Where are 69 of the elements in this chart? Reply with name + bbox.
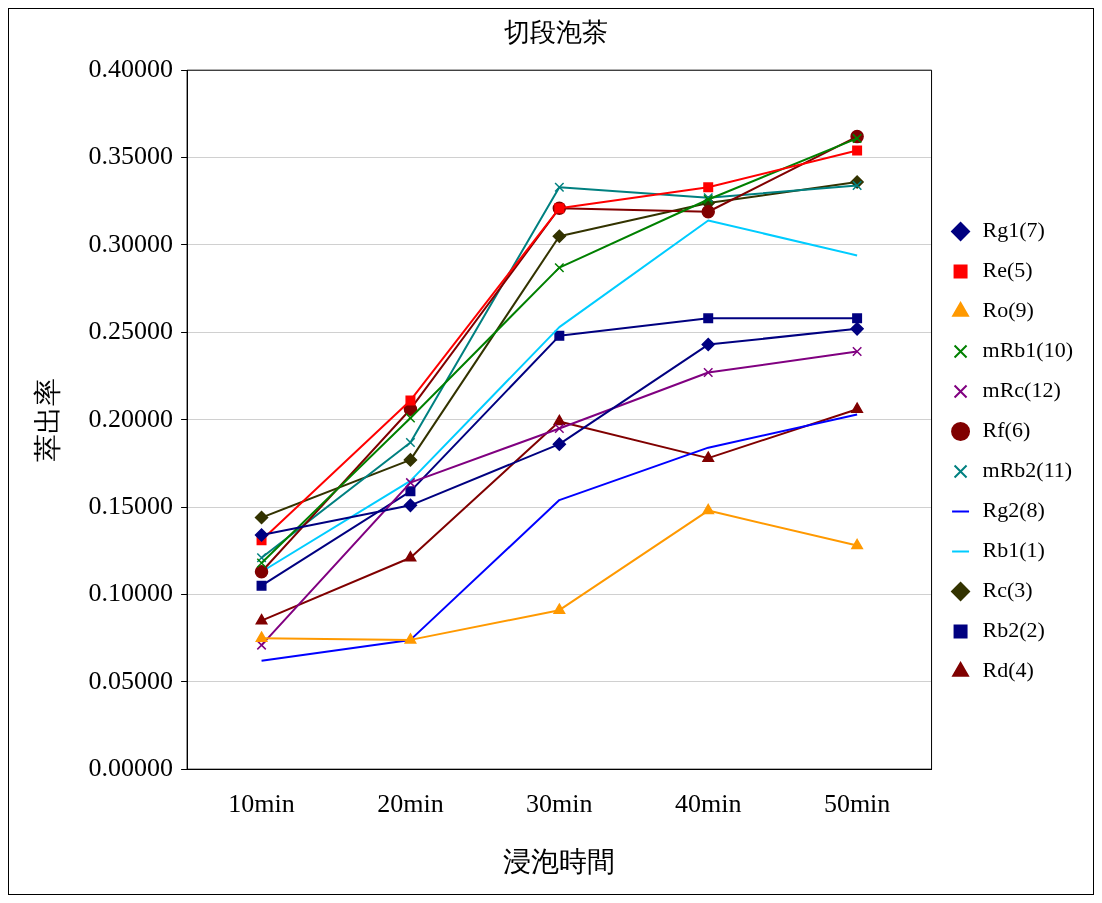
legend-label: Rd(4)	[982, 657, 1034, 683]
legend-label: Re(5)	[982, 257, 1033, 283]
x-tick-label: 30min	[526, 788, 593, 818]
point	[702, 451, 715, 462]
point	[255, 613, 268, 625]
point	[254, 528, 269, 542]
x-tick-label: 10min	[228, 788, 295, 818]
point	[850, 322, 864, 336]
point	[852, 346, 863, 357]
point	[255, 631, 268, 642]
point	[405, 395, 416, 406]
point	[403, 453, 418, 467]
y-axis-title: 萃出率	[32, 377, 64, 462]
point	[554, 330, 565, 341]
y-tick-label: 0.10000	[88, 578, 174, 608]
point	[405, 437, 416, 448]
point	[554, 423, 565, 434]
legend-label: Rf(6)	[982, 417, 1031, 443]
point	[405, 486, 416, 497]
point	[404, 551, 417, 562]
point	[703, 313, 714, 324]
point	[703, 367, 714, 378]
point	[702, 503, 715, 515]
point	[701, 205, 715, 219]
point	[553, 414, 566, 426]
y-tick-label: 0.05000	[88, 665, 174, 695]
x-tick-label: 20min	[377, 788, 444, 818]
point	[852, 180, 863, 191]
y-tick-label: 0.20000	[88, 403, 174, 433]
y-tick-label: 0.15000	[88, 490, 174, 520]
point	[256, 552, 267, 563]
x-axis-title: 浸泡時間	[503, 845, 616, 877]
point	[552, 229, 567, 243]
legend-label: Ro(9)	[982, 297, 1034, 323]
point	[554, 182, 565, 193]
legend-label: Rg1(7)	[982, 217, 1045, 243]
point	[852, 133, 863, 144]
point	[404, 633, 417, 644]
point	[703, 182, 714, 193]
x-tick-label: 50min	[823, 788, 891, 818]
point	[852, 145, 863, 156]
point	[254, 564, 269, 579]
legend-label: Rb1(1)	[982, 537, 1045, 563]
point	[552, 437, 567, 451]
point	[554, 262, 565, 273]
point	[405, 477, 416, 488]
legend-label: mRc(12)	[982, 377, 1061, 403]
point	[254, 510, 269, 525]
y-tick-label: 0.30000	[88, 228, 174, 258]
point	[701, 337, 715, 352]
legend-label: Rc(3)	[982, 577, 1033, 603]
legend-label: mRb2(11)	[982, 457, 1073, 483]
y-tick-label: 0.35000	[88, 141, 174, 171]
point	[256, 558, 267, 568]
legend-label: mRb1(10)	[982, 337, 1074, 363]
y-tick-label: 0.25000	[88, 316, 174, 346]
point	[405, 412, 416, 423]
legend-label: Rg2(8)	[982, 497, 1045, 523]
point	[403, 498, 418, 513]
point	[553, 603, 566, 614]
chart-title: 切段泡茶	[504, 18, 608, 48]
point	[852, 313, 863, 324]
point	[851, 402, 864, 413]
point	[851, 538, 864, 550]
legend-label: Rb2(2)	[982, 617, 1045, 643]
x-tick-label: 40min	[675, 788, 742, 818]
y-tick-label: 0.40000	[88, 54, 174, 84]
y-tick-label: 0.00000	[88, 753, 174, 783]
point	[256, 580, 267, 591]
